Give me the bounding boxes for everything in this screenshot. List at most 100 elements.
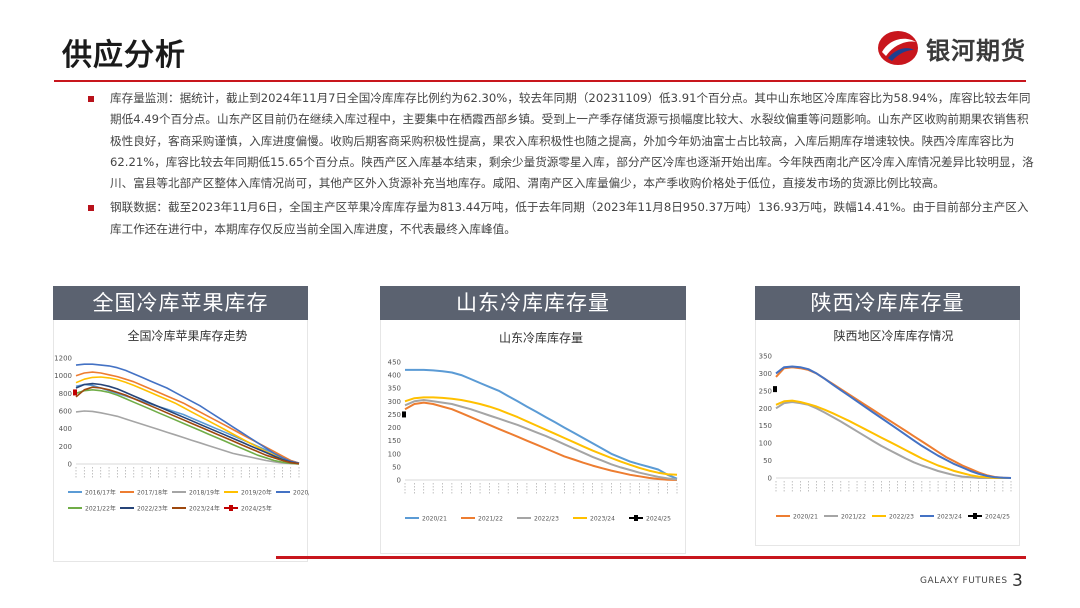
galaxy-logo-icon: [878, 31, 918, 65]
svg-text:2017/18年: 2017/18年: [137, 489, 168, 497]
legend-item: 2024/25年: [224, 505, 272, 513]
national-chart-body: 全国冷库苹果库存走势 0 200 400 600 800 1000 1200 2016/17年 2…: [53, 320, 309, 562]
legend-item: 2022/23: [517, 516, 559, 523]
y-tick-label: 50: [763, 457, 772, 465]
bullet-mysteel-data: 钢联数据：截至2023年11月6日，全国主产区苹果冷库库存量为813.44万吨，…: [88, 197, 1038, 240]
y-tick-label: 800: [59, 390, 72, 398]
y-tick-label: 0: [768, 475, 772, 483]
svg-text:2020/21年: 2020/21年: [293, 489, 309, 497]
series-point-202425: [773, 386, 777, 393]
page-number: 3: [1012, 571, 1023, 591]
y-tick-label: 200: [388, 424, 401, 432]
legend-item: 2020/21年: [276, 489, 309, 497]
y-tick-label: 450: [388, 359, 401, 367]
bullet-inventory-monitoring: 库存量监测：据统计，截止到2024年11月7日全国冷库库存比例约为62.30%，…: [88, 88, 1038, 194]
y-tick-label: 250: [759, 387, 772, 395]
chart-title: 全国冷库苹果库存走势: [127, 328, 247, 343]
svg-text:2024/25: 2024/25: [985, 514, 1010, 521]
svg-text:2021/22: 2021/22: [841, 514, 866, 521]
shandong-chart-body: 山东冷库库存量 0 50 100 150 200 250 300 350 400 450 2020/2…: [380, 320, 686, 554]
svg-text:2020/21: 2020/21: [422, 516, 447, 523]
y-tick-label: 250: [388, 411, 401, 419]
svg-text:2024/25: 2024/25: [646, 516, 671, 523]
series-line-201920: [75, 376, 300, 465]
top-divider: [54, 80, 1026, 82]
y-tick-label: 1200: [54, 355, 72, 363]
page-title: 供应分析: [62, 38, 186, 73]
legend-item: 2024/25: [629, 515, 671, 523]
y-tick-label: 200: [59, 443, 72, 451]
y-tick-label: 100: [388, 450, 401, 458]
legend-item: 2024/25: [968, 513, 1010, 521]
y-tick-label: 200: [759, 405, 772, 413]
svg-text:2024/25年: 2024/25年: [241, 505, 272, 513]
legend-item: 2019/20年: [224, 489, 272, 497]
series-line-202122: [75, 389, 300, 465]
legend-item: 2020/21: [776, 514, 818, 521]
svg-text:2022/23年: 2022/23年: [137, 505, 168, 513]
y-tick-label: 600: [59, 408, 72, 416]
svg-text:2023/24: 2023/24: [937, 514, 962, 521]
y-tick-label: 350: [759, 353, 772, 361]
svg-text:2021/22年: 2021/22年: [85, 505, 116, 513]
y-tick-label: 400: [388, 372, 401, 380]
national-chart: 全国冷库苹果库存走势 0 200 400 600 800 1000 1200 2016/17年 2…: [54, 328, 309, 513]
legend-item: 2018/19年: [172, 489, 220, 497]
series-line-202324: [404, 396, 678, 476]
svg-text:2023/24年: 2023/24年: [189, 505, 220, 513]
series-line-202122: [404, 401, 678, 481]
legend-item: 2021/22: [824, 514, 866, 521]
legend-item: 2022/23年: [120, 505, 168, 513]
series-point-202425: [73, 389, 77, 396]
legend-item: 2023/24年: [172, 505, 220, 513]
svg-text:2023/24: 2023/24: [590, 516, 615, 523]
series-line-202223: [404, 399, 678, 481]
brand-name: 银河期货: [926, 36, 1026, 65]
svg-text:2022/23: 2022/23: [534, 516, 559, 523]
legend-item: 2022/23: [872, 514, 914, 521]
svg-text:2019/20年: 2019/20年: [241, 489, 272, 497]
y-tick-label: 150: [388, 437, 401, 445]
svg-text:2020/21: 2020/21: [793, 514, 818, 521]
shandong-chart: 山东冷库库存量 0 50 100 150 200 250 300 350 400 450 2020/2…: [388, 330, 678, 523]
bullet-list: 库存量监测：据统计，截止到2024年11月7日全国冷库库存比例约为62.30%，…: [88, 88, 1038, 243]
legend-item: 2021/22: [461, 516, 503, 523]
y-tick-label: 0: [68, 461, 72, 469]
legend-item: 2016/17年: [68, 489, 116, 497]
y-tick-label: 50: [392, 463, 401, 471]
chart-title: 陕西地区冷库库存情况: [833, 328, 953, 343]
series-line-201819: [75, 410, 300, 465]
national-chart-panel: 全国冷库苹果库存 全国冷库苹果库存走势 0 200 400 600 800 1000 1200…: [53, 286, 309, 562]
shaanxi-chart-panel: 陕西冷库库存量 陕西地区冷库库存情况 0 50 100 150 200 250 300 350 2…: [755, 286, 1020, 546]
y-tick-label: 100: [759, 440, 772, 448]
y-tick-label: 350: [388, 385, 401, 393]
series-line-202223: [775, 399, 1011, 479]
y-tick-label: 1000: [54, 372, 72, 380]
shandong-chart-header: 山东冷库库存量: [380, 286, 686, 320]
y-tick-label: 0: [397, 477, 401, 485]
series-line-202122: [775, 401, 1011, 479]
svg-text:2016/17年: 2016/17年: [85, 489, 116, 497]
series-line-202324: [75, 386, 300, 465]
y-tick-label: 150: [759, 422, 772, 430]
series-line-202021: [775, 366, 1012, 479]
bottom-divider: [276, 556, 1026, 559]
y-tick-label: 300: [759, 370, 772, 378]
series-line-202021: [75, 363, 300, 464]
legend-item: 2021/22年: [68, 505, 116, 513]
shaanxi-chart-header: 陕西冷库库存量: [755, 286, 1020, 320]
footer-brand: GALAXY FUTURES: [920, 576, 1008, 586]
national-chart-header: 全国冷库苹果库存: [53, 286, 308, 320]
legend-item: 2020/21: [405, 516, 447, 523]
shandong-chart-panel: 山东冷库库存量 山东冷库库存量 0 50 100 150 200 250 300 350 400 4…: [380, 286, 686, 554]
series-line-202324: [775, 365, 1012, 479]
shaanxi-chart-body: 陕西地区冷库库存情况 0 50 100 150 200 250 300 350 2020/21 20…: [755, 320, 1020, 546]
series-line-202223: [75, 382, 300, 465]
y-tick-label: 400: [59, 425, 72, 433]
svg-text:2021/22: 2021/22: [478, 516, 503, 523]
svg-text:2022/23: 2022/23: [889, 514, 914, 521]
series-line-201617: [75, 383, 300, 464]
series-line-202021: [405, 368, 678, 480]
legend-item: 2023/24: [573, 516, 615, 523]
shaanxi-chart: 陕西地区冷库库存情况 0 50 100 150 200 250 300 350 2020/21 20…: [759, 328, 1012, 521]
